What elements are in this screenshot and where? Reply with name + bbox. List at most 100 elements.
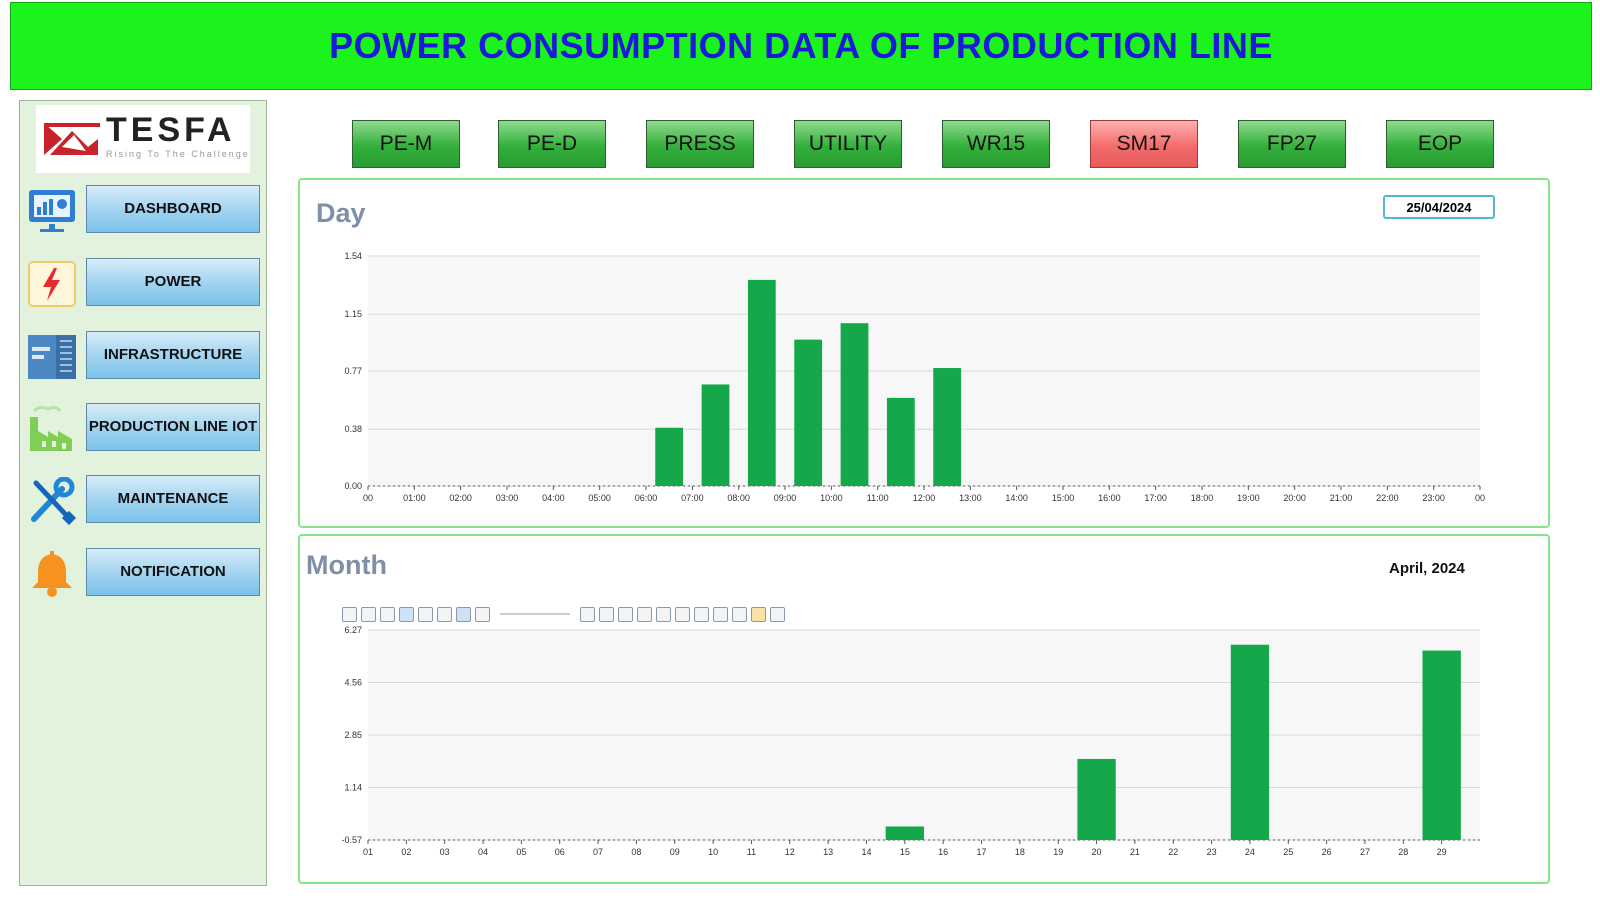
x-tick-label: 26 bbox=[1322, 847, 1332, 857]
company-logo: TESFA Rising To The Challenge bbox=[36, 105, 250, 173]
x-tick-label: 00 bbox=[1475, 493, 1485, 503]
refresh-icon[interactable] bbox=[656, 606, 671, 622]
x-tick-label: 21:00 bbox=[1330, 493, 1353, 503]
save-icon[interactable] bbox=[770, 606, 785, 622]
notification-button[interactable]: NOTIFICATION bbox=[86, 548, 260, 596]
sidebar-item-maintenance[interactable]: MAINTENANCE bbox=[26, 475, 262, 525]
x-tick-label: 20 bbox=[1092, 847, 1102, 857]
x-tick-label: 02 bbox=[401, 847, 411, 857]
y-tick-label: 0.38 bbox=[344, 424, 362, 434]
x-tick-label: 16:00 bbox=[1098, 493, 1121, 503]
maintenance-button[interactable]: MAINTENANCE bbox=[86, 475, 260, 523]
x-tick-label: 17:00 bbox=[1144, 493, 1167, 503]
zoom-slider[interactable] bbox=[500, 613, 570, 615]
x-tick-label: 23 bbox=[1207, 847, 1217, 857]
x-tick-label: 27 bbox=[1360, 847, 1370, 857]
header-banner: POWER CONSUMPTION DATA OF PRODUCTION LIN… bbox=[10, 2, 1592, 90]
x-tick-label: 01:00 bbox=[403, 493, 426, 503]
x-tick-label: 22 bbox=[1168, 847, 1178, 857]
document-icon[interactable] bbox=[713, 606, 728, 622]
x-tick-label: 11 bbox=[747, 847, 756, 857]
x-tick-label: 09:00 bbox=[774, 493, 797, 503]
percent-icon[interactable] bbox=[418, 606, 433, 622]
gauge-icon[interactable] bbox=[380, 606, 395, 622]
sidebar-item-dashboard[interactable]: DASHBOARD bbox=[26, 185, 262, 235]
target-icon[interactable] bbox=[456, 606, 471, 622]
date-picker[interactable]: 25/04/2024 bbox=[1383, 195, 1495, 219]
folder-icon[interactable] bbox=[751, 606, 766, 622]
sidebar-item-notification[interactable]: NOTIFICATION bbox=[26, 548, 262, 598]
y-tick-label: 6.27 bbox=[344, 625, 362, 635]
bar bbox=[655, 427, 684, 486]
copy-icon[interactable] bbox=[637, 606, 652, 622]
month-bar-chart: -0.57 1.14 2.85 4.56 6.27 01 02 03 04 05 06 07 08 09 1… bbox=[341, 625, 1480, 857]
table-icon[interactable] bbox=[618, 606, 633, 622]
tab-pe-m[interactable]: PE-M bbox=[352, 120, 460, 168]
infrastructure-button[interactable]: INFRASTRUCTURE bbox=[86, 331, 260, 379]
tab-press[interactable]: PRESS bbox=[646, 120, 754, 168]
bar bbox=[886, 397, 915, 486]
grid-icon[interactable] bbox=[599, 606, 614, 622]
x-tick-label: 01 bbox=[363, 847, 373, 857]
layout-icon[interactable] bbox=[675, 606, 690, 622]
sidebar-item-production-line-iot[interactable]: PRODUCTION LINE IOT bbox=[26, 403, 262, 453]
bar bbox=[701, 384, 730, 486]
bar bbox=[747, 279, 776, 486]
page-title: POWER CONSUMPTION DATA OF PRODUCTION LIN… bbox=[329, 25, 1273, 66]
x-tick-label: 07 bbox=[593, 847, 603, 857]
x-tick-label: 19:00 bbox=[1237, 493, 1260, 503]
logo-tagline: Rising To The Challenge bbox=[106, 149, 250, 159]
x-tick-label: 14 bbox=[861, 847, 871, 857]
wrench-screwdriver-icon bbox=[31, 477, 77, 525]
x-tick-label: 19 bbox=[1053, 847, 1063, 857]
factory-icon bbox=[30, 405, 72, 451]
x-tick-label: 24 bbox=[1245, 847, 1255, 857]
x-tick-label: 04:00 bbox=[542, 493, 565, 503]
x-tick-label: 05 bbox=[516, 847, 526, 857]
x-tick-label: 29 bbox=[1437, 847, 1447, 857]
chart-toolbar bbox=[342, 604, 785, 624]
edit-icon[interactable] bbox=[342, 606, 357, 622]
x-tick-label: 06 bbox=[555, 847, 565, 857]
x-tick-label: 18:00 bbox=[1191, 493, 1214, 503]
x-tick-label: 09 bbox=[670, 847, 680, 857]
bar bbox=[885, 826, 924, 840]
tab-sm17[interactable]: SM17 bbox=[1090, 120, 1198, 168]
bell-icon bbox=[32, 551, 72, 597]
production-line-iot-button[interactable]: PRODUCTION LINE IOT bbox=[86, 403, 260, 451]
x-tick-label: 08:00 bbox=[727, 493, 750, 503]
tab-eop[interactable]: EOP bbox=[1386, 120, 1494, 168]
server-rack-icon bbox=[28, 335, 76, 379]
chart-icon[interactable] bbox=[399, 606, 414, 622]
sidebar-item-infrastructure[interactable]: INFRASTRUCTURE bbox=[26, 331, 262, 381]
x-tick-label: 04 bbox=[478, 847, 488, 857]
x-tick-label: 03:00 bbox=[496, 493, 519, 503]
dashboard-button[interactable]: DASHBOARD bbox=[86, 185, 260, 233]
lightning-bolt-icon bbox=[28, 261, 76, 307]
power-button[interactable]: POWER bbox=[86, 258, 260, 306]
month-period-label: April, 2024 bbox=[1389, 560, 1465, 577]
tab-utility[interactable]: UTILITY bbox=[794, 120, 902, 168]
image-icon[interactable] bbox=[361, 606, 376, 622]
dashboard-monitor-icon bbox=[29, 190, 75, 232]
x-tick-label: 25 bbox=[1283, 847, 1293, 857]
tab-wr15[interactable]: WR15 bbox=[942, 120, 1050, 168]
zoom-icon[interactable] bbox=[437, 606, 452, 622]
x-tick-label: 07:00 bbox=[681, 493, 704, 503]
tab-pe-d[interactable]: PE-D bbox=[498, 120, 606, 168]
x-tick-label: 10:00 bbox=[820, 493, 843, 503]
print-icon[interactable] bbox=[732, 606, 747, 622]
x-tick-label: 16 bbox=[938, 847, 948, 857]
y-tick-label: 1.14 bbox=[344, 783, 362, 793]
export-icon[interactable] bbox=[694, 606, 709, 622]
x-tick-label: 06:00 bbox=[635, 493, 658, 503]
y-tick-label: 0.00 bbox=[344, 481, 362, 491]
x-tick-label: 11:00 bbox=[867, 493, 889, 503]
x-tick-label: 05:00 bbox=[588, 493, 611, 503]
x-tick-label: 22:00 bbox=[1376, 493, 1399, 503]
sidebar-item-power[interactable]: POWER bbox=[26, 258, 262, 308]
settings-icon[interactable] bbox=[580, 606, 595, 622]
record-icon[interactable] bbox=[475, 606, 490, 622]
tab-fp27[interactable]: FP27 bbox=[1238, 120, 1346, 168]
x-tick-label: 14:00 bbox=[1005, 493, 1028, 503]
